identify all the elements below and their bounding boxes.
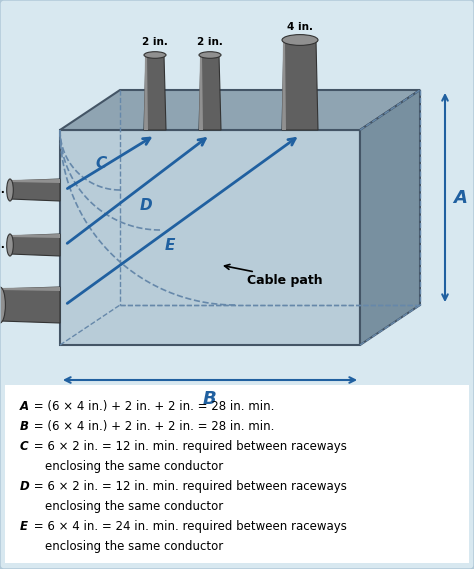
Polygon shape xyxy=(10,234,60,256)
Polygon shape xyxy=(282,40,286,130)
Polygon shape xyxy=(0,287,60,323)
Polygon shape xyxy=(199,55,203,130)
Ellipse shape xyxy=(282,35,318,46)
Text: Cable path: Cable path xyxy=(247,274,323,287)
Polygon shape xyxy=(144,55,166,130)
Ellipse shape xyxy=(7,179,13,201)
Text: E: E xyxy=(165,238,175,253)
Ellipse shape xyxy=(199,52,221,58)
Text: 2 in.: 2 in. xyxy=(142,37,168,47)
Polygon shape xyxy=(60,90,420,130)
Text: 2 in.: 2 in. xyxy=(0,240,5,250)
Text: C: C xyxy=(20,440,28,453)
Text: = (6 × 4 in.) + 2 in. + 2 in. = 28 in. min.: = (6 × 4 in.) + 2 in. + 2 in. = 28 in. m… xyxy=(30,400,274,413)
Polygon shape xyxy=(10,234,60,238)
Text: A: A xyxy=(453,188,467,207)
Ellipse shape xyxy=(0,287,5,323)
Text: enclosing the same conductor: enclosing the same conductor xyxy=(45,500,223,513)
Polygon shape xyxy=(0,287,60,291)
Polygon shape xyxy=(144,55,148,130)
Text: enclosing the same conductor: enclosing the same conductor xyxy=(45,540,223,553)
Polygon shape xyxy=(60,130,360,345)
Text: = 6 × 2 in. = 12 in. min. required between raceways: = 6 × 2 in. = 12 in. min. required betwe… xyxy=(30,480,347,493)
Polygon shape xyxy=(199,55,221,130)
Ellipse shape xyxy=(144,52,166,58)
Polygon shape xyxy=(10,179,60,201)
Text: = (6 × 4 in.) + 2 in. + 2 in. = 28 in. min.: = (6 × 4 in.) + 2 in. + 2 in. = 28 in. m… xyxy=(30,420,274,433)
Text: = 6 × 4 in. = 24 in. min. required between raceways: = 6 × 4 in. = 24 in. min. required betwe… xyxy=(30,520,347,533)
Text: B: B xyxy=(203,390,217,408)
Polygon shape xyxy=(360,90,420,345)
Text: E: E xyxy=(20,520,28,533)
Text: = 6 × 2 in. = 12 in. min. required between raceways: = 6 × 2 in. = 12 in. min. required betwe… xyxy=(30,440,347,453)
Polygon shape xyxy=(282,40,318,130)
Text: B: B xyxy=(20,420,29,433)
Polygon shape xyxy=(10,179,60,183)
Text: D: D xyxy=(140,198,153,213)
Text: 2 in.: 2 in. xyxy=(197,37,223,47)
Text: C: C xyxy=(95,156,106,171)
Ellipse shape xyxy=(7,234,13,256)
Text: enclosing the same conductor: enclosing the same conductor xyxy=(45,460,223,473)
Text: 4 in.: 4 in. xyxy=(287,22,313,32)
Text: 2 in.: 2 in. xyxy=(0,185,5,195)
FancyBboxPatch shape xyxy=(5,385,469,563)
Text: A: A xyxy=(20,400,29,413)
Text: D: D xyxy=(20,480,30,493)
